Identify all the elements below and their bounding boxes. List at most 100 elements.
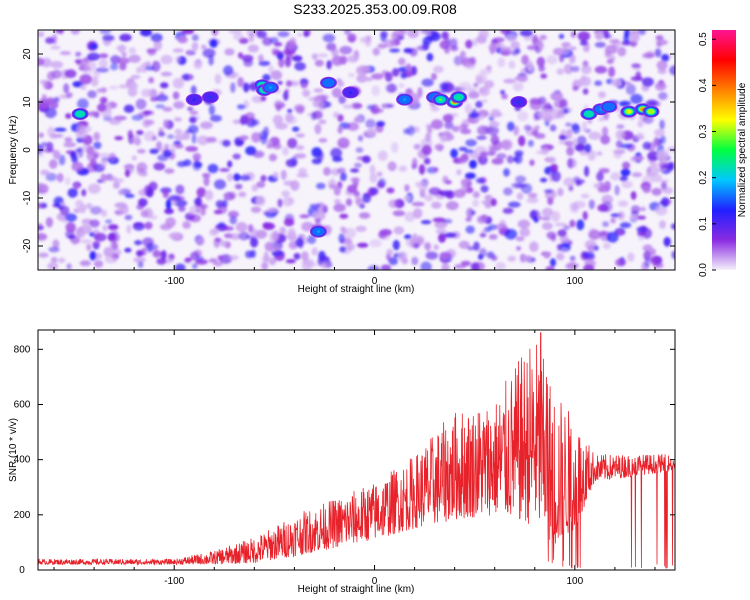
heatmap-cell <box>204 189 214 201</box>
heatmap-cell <box>86 145 95 155</box>
heatmap-cell <box>165 198 172 210</box>
heatmap-cell <box>287 108 293 114</box>
heatmap-cell <box>468 91 480 99</box>
heatmap-cell <box>85 202 93 210</box>
heatmap-cell <box>97 103 107 112</box>
heatmap-cell <box>661 54 670 62</box>
heatmap-cell <box>573 200 586 209</box>
heatmap-cell <box>362 193 371 203</box>
heatmap-cell <box>239 135 249 141</box>
heatmap-cell <box>160 71 173 77</box>
heatmap-cell <box>95 67 109 73</box>
heatmap-cell <box>476 135 487 140</box>
heatmap-cell <box>381 103 387 110</box>
heatmap-cell <box>44 107 57 119</box>
heatmap-cell <box>64 69 77 79</box>
heatmap-cell <box>155 104 165 109</box>
heatmap-cell <box>193 59 203 69</box>
heatmap-cell <box>669 65 675 76</box>
heatmap-cell <box>233 173 241 182</box>
heatmap-cell <box>100 209 108 217</box>
heatmap-cell <box>80 239 92 244</box>
heatmap-cell <box>227 210 239 219</box>
heatmap-cell <box>477 254 484 260</box>
heatmap-cell <box>411 256 419 266</box>
heatmap-cell <box>144 61 151 68</box>
heatmap-cell <box>87 90 97 99</box>
heatmap-cell <box>38 252 49 258</box>
heatmap-cell <box>377 43 388 49</box>
heatmap-cell <box>598 116 604 122</box>
heatmap-cell <box>77 98 89 110</box>
heatmap-cell <box>217 255 223 261</box>
heatmap-cell <box>268 153 277 162</box>
heatmap-cell <box>273 42 283 47</box>
heatmap-cell <box>151 135 157 141</box>
heatmap-cell <box>283 48 296 56</box>
heatmap-cell <box>453 189 466 198</box>
heatmap-cell <box>531 129 539 137</box>
heatmap-cell <box>79 260 91 267</box>
heatmap-cell <box>174 263 186 270</box>
heatmap-cell <box>547 197 554 206</box>
heatmap-cell <box>189 206 196 216</box>
heatmap-cell <box>617 210 625 221</box>
heatmap-cell <box>627 252 635 262</box>
heatmap-cell <box>495 262 506 270</box>
heatmap-cell <box>625 83 636 95</box>
heatmap-cell <box>66 263 72 270</box>
heatmap-cell <box>501 93 508 100</box>
heatmap-cell <box>446 201 459 211</box>
heatmap-hotspot <box>71 108 89 120</box>
heatmap-cell <box>536 56 546 67</box>
heatmap-cell <box>444 232 457 238</box>
heatmap-cell <box>196 187 207 198</box>
heatmap-cell <box>48 159 58 169</box>
heatmap-cell <box>314 123 322 135</box>
heatmap-cell <box>484 194 493 200</box>
heatmap-cell <box>301 221 314 232</box>
heatmap-cell <box>107 224 119 231</box>
heatmap-cell <box>155 94 169 102</box>
heatmap-cell <box>548 108 562 120</box>
heatmap-cell <box>670 223 675 230</box>
heatmap-hotspot <box>320 76 337 89</box>
heatmap-cell <box>73 182 80 190</box>
heatmap-cell <box>266 207 278 213</box>
heatmap-cell <box>230 82 236 93</box>
heatmap-cell <box>54 127 67 132</box>
heatmap-cell <box>303 31 310 37</box>
heatmap-cell <box>442 114 454 123</box>
heatmap-hotspot <box>620 105 638 118</box>
heatmap-cell <box>149 148 159 154</box>
heatmap-cell <box>100 87 107 93</box>
heatmap-cell <box>602 221 610 228</box>
heatmap-cell <box>514 150 524 157</box>
heatmap-cell <box>597 91 607 99</box>
heatmap-cell <box>424 35 435 41</box>
heatmap-cell <box>504 228 518 240</box>
heatmap-cell <box>464 172 476 180</box>
heatmap-cell <box>443 218 453 224</box>
heatmap-cell <box>251 132 262 143</box>
heatmap-cell <box>65 222 76 233</box>
heatmap-cell <box>144 221 153 230</box>
heatmap-cell <box>623 32 630 44</box>
heatmap-cell <box>250 206 262 213</box>
heatmap-cell <box>174 128 183 135</box>
heatmap-cell <box>103 246 113 258</box>
heatmap-cell <box>529 100 542 111</box>
heatmap-cell <box>465 39 473 49</box>
heatmap-hotspot <box>261 81 279 94</box>
heatmap-cell <box>240 114 249 125</box>
heatmap-cell <box>89 43 98 50</box>
heatmap-cell <box>594 41 606 48</box>
heatmap-cell <box>366 128 377 136</box>
heatmap-cell <box>480 151 488 159</box>
heatmap-cell <box>250 237 259 248</box>
heatmap-cell <box>384 39 396 48</box>
heatmap-cell <box>519 227 531 237</box>
heatmap-cell <box>486 125 499 136</box>
heatmap-cell <box>271 250 284 257</box>
heatmap-cell <box>411 201 425 207</box>
